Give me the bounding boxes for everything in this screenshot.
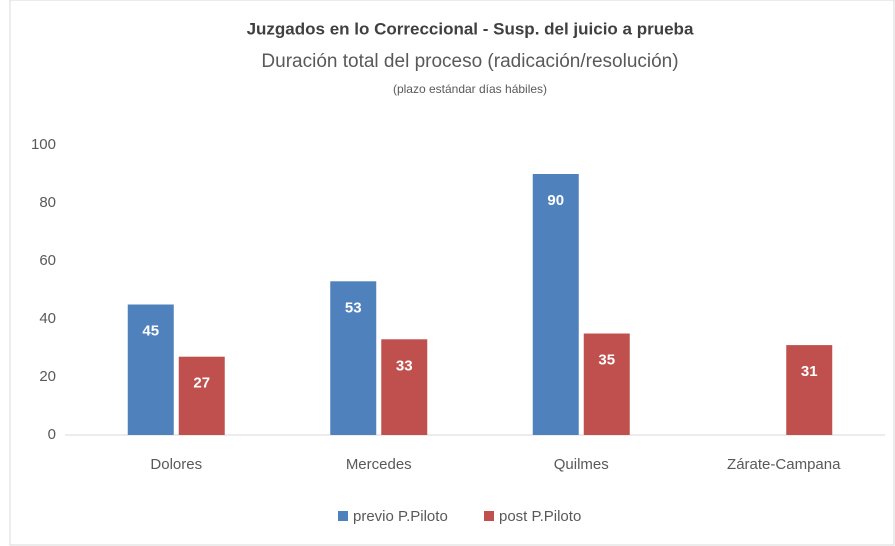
value-label: 35 — [598, 351, 615, 368]
legend-swatch — [484, 511, 494, 521]
y-tick-label: 60 — [39, 252, 56, 269]
chart-frame — [9, 0, 895, 546]
bar — [786, 345, 833, 435]
legend-label: post P.Piloto — [499, 508, 581, 525]
chart-subtitle: Duración total del proceso (radicación/r… — [261, 51, 678, 72]
value-label: 33 — [396, 357, 413, 374]
x-tick-label: Quilmes — [554, 456, 609, 473]
y-tick-label: 40 — [39, 310, 56, 327]
x-tick-label: Zárate-Campana — [727, 456, 841, 473]
legend-swatch — [338, 511, 348, 521]
y-tick-label: 100 — [31, 136, 56, 153]
y-tick-label: 20 — [39, 368, 56, 385]
bar — [330, 281, 377, 435]
value-label: 53 — [345, 299, 362, 316]
value-label: 90 — [547, 192, 564, 209]
chart-title: Juzgados en lo Correccional - Susp. del … — [247, 19, 694, 38]
bar — [127, 304, 174, 435]
value-label: 45 — [142, 322, 159, 339]
x-tick-label: Mercedes — [346, 456, 412, 473]
bar — [583, 333, 630, 435]
value-label: 27 — [193, 375, 210, 392]
chart-note: (plazo estándar días hábiles) — [393, 82, 547, 96]
value-label: 31 — [801, 363, 818, 380]
legend-label: previo P.Piloto — [353, 508, 448, 525]
y-tick-label: 0 — [48, 426, 56, 443]
bar — [178, 356, 225, 435]
y-tick-label: 80 — [39, 194, 56, 211]
x-tick-label: Dolores — [150, 456, 202, 473]
bar — [532, 174, 579, 435]
bar — [381, 339, 428, 435]
